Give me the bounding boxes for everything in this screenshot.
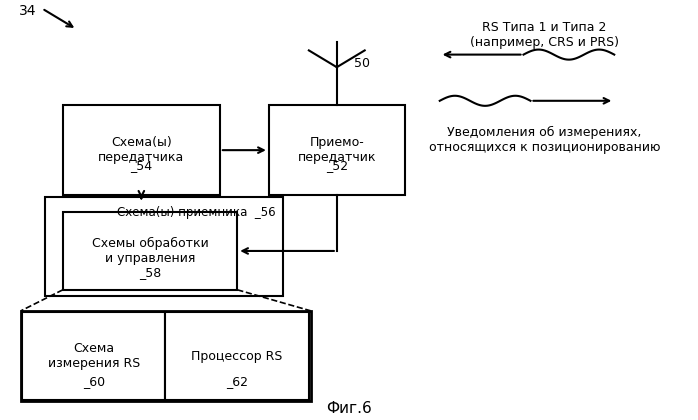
FancyBboxPatch shape [165,312,309,400]
FancyBboxPatch shape [63,212,237,290]
Text: Процессор RS: Процессор RS [191,350,283,362]
Text: _52: _52 [326,159,348,172]
Text: Фиг.6: Фиг.6 [326,401,372,416]
FancyBboxPatch shape [63,105,220,195]
Text: 50: 50 [355,57,370,69]
Text: RS Типа 1 и Типа 2
(например, CRS и PRS): RS Типа 1 и Типа 2 (например, CRS и PRS) [470,21,619,49]
Text: _54: _54 [131,159,152,172]
Text: Приемо-
передатчик: Приемо- передатчик [297,136,376,164]
FancyBboxPatch shape [22,312,165,400]
Text: Уведомления об измерениях,
относящихся к позиционированию: Уведомления об измерениях, относящихся к… [429,126,660,154]
FancyBboxPatch shape [45,197,283,296]
Text: Схема(ы)
передатчика: Схема(ы) передатчика [98,136,184,164]
Text: 34: 34 [19,4,37,18]
Text: Схема
измерения RS: Схема измерения RS [47,342,140,370]
Text: _58: _58 [139,266,161,279]
FancyBboxPatch shape [21,311,311,401]
Text: Схема(ы) приемника  _56: Схема(ы) приемника _56 [117,206,276,219]
Text: Схемы обработки
и управления: Схемы обработки и управления [91,237,209,265]
Text: _62: _62 [226,375,248,388]
Text: _60: _60 [83,375,105,388]
FancyBboxPatch shape [269,105,405,195]
